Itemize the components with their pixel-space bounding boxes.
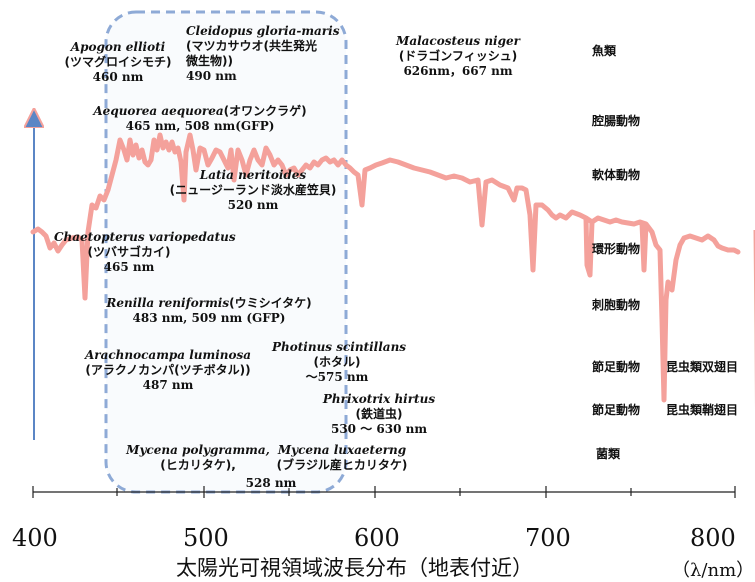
cleidopus-nm: 490 nm bbox=[186, 69, 237, 83]
renilla-jp: (ウミシイタケ) bbox=[229, 296, 312, 310]
chaetopterus-jp: (ツバサゴカイ) bbox=[87, 245, 171, 259]
malacosteus-nm: 626nm，667 nm bbox=[403, 64, 513, 78]
category-cnidarians: 刺胞動物 bbox=[592, 298, 641, 312]
cleidopus-jp1: (マツカサウオ(共生発光 bbox=[186, 39, 317, 53]
tick-label-800: 800 bbox=[690, 524, 736, 552]
x-axis-title: 太陽光可視領域波長分布（地表付近） bbox=[176, 556, 533, 580]
category-arthropods-2: 節足動物 bbox=[592, 403, 641, 417]
label-chaetopterus: Chaetopterus variopedatus (ツバサゴカイ) 465 n… bbox=[54, 230, 236, 275]
phrixotrix-sci: Phrixotrix hirtus bbox=[322, 392, 436, 406]
category-annelids: 環形動物 bbox=[592, 242, 641, 256]
renilla-nm: 483 nm, 509 nm (GFP) bbox=[132, 311, 286, 325]
spectrum-dip-2 bbox=[639, 222, 649, 273]
tick-label-400: 400 bbox=[12, 524, 58, 552]
tick-label-500: 500 bbox=[183, 524, 229, 552]
malacosteus-jp: (ドラゴンフィッシュ) bbox=[398, 49, 518, 63]
latia-sci: Latia neritoides bbox=[199, 168, 307, 182]
aequorea-nm: 465 nm, 508 nm(GFP) bbox=[125, 119, 275, 133]
category-coelenterates: 腔腸動物 bbox=[592, 114, 641, 128]
apogon-jp: (ツマグロイシモチ) bbox=[64, 55, 172, 69]
mycena-polygramma-sci: Mycena polygramma, bbox=[126, 443, 270, 457]
category-mollusks: 軟体動物 bbox=[592, 168, 641, 182]
phrixotrix-jp: (鉄道虫) bbox=[355, 407, 403, 421]
label-arachnocampa: Arachnocampa luminosa (アラクノカンパ(ツチボタル)) 4… bbox=[64, 348, 272, 393]
label-mycena-polygramma: Mycena polygramma, (ヒカリタケ), bbox=[126, 443, 270, 473]
label-photinus: Photinus scintillans (ホタル) ～575 nm bbox=[272, 340, 407, 385]
spectrum-line bbox=[30, 132, 741, 403]
label-malacosteus: Malacosteus niger (ドラゴンフィッシュ) 626nm，667 … bbox=[394, 34, 522, 79]
chaetopterus-nm: 465 nm bbox=[103, 260, 155, 274]
label-mycena-luxaeterng: Mycena luxaeterng (ブラジル産ヒカリタケ) bbox=[268, 443, 416, 473]
label-renilla: Renilla reniformis(ウミシイタケ) 483 nm, 509 n… bbox=[106, 296, 312, 326]
arachnocampa-jp: (アラクノカンパ(ツチボタル)) bbox=[85, 363, 251, 377]
cleidopus-jp2: 微生物)) bbox=[186, 54, 233, 68]
category-fungi: 菌類 bbox=[596, 447, 621, 461]
renilla-sci: Renilla reniformis bbox=[106, 296, 230, 310]
tick-label-700: 700 bbox=[525, 524, 571, 552]
malacosteus-sci: Malacosteus niger bbox=[396, 34, 520, 48]
spectrum-dip-1 bbox=[583, 217, 595, 278]
aequorea-sci: Aequorea aequorea bbox=[93, 104, 224, 118]
photinus-jp: (ホタル) bbox=[313, 355, 361, 369]
arachnocampa-nm: 487 nm bbox=[142, 378, 194, 392]
cleidopus-sci: Cleidopus gloria-maris bbox=[186, 24, 340, 38]
category-coleoptera: 昆虫類鞘翅目 bbox=[666, 403, 739, 417]
label-latia: Latia neritoides (ニュージーランド淡水産笠貝) 520 nm bbox=[150, 168, 356, 213]
category-arthropods-1: 節足動物 bbox=[592, 360, 641, 374]
apogon-nm: 460 nm bbox=[92, 70, 144, 84]
latia-jp: (ニュージーランド淡水産笠貝) bbox=[169, 183, 337, 197]
label-cleidopus: Cleidopus gloria-maris (マツカサウオ(共生発光 微生物)… bbox=[186, 24, 352, 84]
photinus-sci: Photinus scintillans bbox=[272, 340, 407, 354]
latia-nm: 520 nm bbox=[227, 198, 279, 212]
mycena-polygramma-jp: (ヒカリタケ), bbox=[160, 458, 236, 472]
mycena-nm: 528 nm bbox=[245, 476, 297, 490]
chaetopterus-sci: Chaetopterus variopedatus bbox=[54, 230, 236, 244]
category-diptera: 昆虫類双翅目 bbox=[666, 360, 739, 374]
label-apogon: Apogon ellioti (ツマグロイシモチ) 460 nm bbox=[60, 40, 176, 85]
category-fish: 魚類 bbox=[592, 44, 617, 58]
phrixotrix-nm: 530 ～ 630 nm bbox=[330, 422, 428, 436]
mycena-luxaeterng-jp: (ブラジル産ヒカリタケ) bbox=[276, 458, 408, 472]
x-axis-ticks bbox=[32, 486, 736, 498]
photinus-nm: ～575 nm bbox=[305, 370, 369, 384]
tick-label-600: 600 bbox=[354, 524, 400, 552]
apogon-sci: Apogon ellioti bbox=[70, 40, 166, 54]
mycena-luxaeterng-sci: Mycena luxaeterng bbox=[277, 443, 407, 457]
label-aequorea: Aequorea aequorea(オワンクラゲ) 465 nm, 508 nm… bbox=[86, 104, 314, 134]
x-axis-unit: （λ/nm） bbox=[672, 560, 755, 581]
arachnocampa-sci: Arachnocampa luminosa bbox=[84, 348, 252, 362]
label-phrixotrix: Phrixotrix hirtus (鉄道虫) 530 ～ 630 nm bbox=[314, 392, 444, 437]
aequorea-jp: (オワンクラゲ) bbox=[223, 104, 307, 118]
